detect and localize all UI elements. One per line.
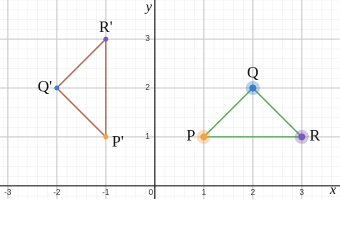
triangle	[201, 86, 304, 138]
x-axis-label: x	[329, 183, 337, 198]
point-label: R	[309, 128, 320, 145]
x-tick-label: -2	[53, 188, 61, 197]
point	[103, 134, 109, 140]
point-label: P'	[112, 134, 124, 151]
y-tick-label: 3	[145, 34, 150, 43]
y-tick-label: 2	[145, 83, 150, 92]
point-label: R'	[99, 19, 113, 36]
x-tick-label: 2	[251, 188, 256, 197]
point-label: P	[186, 128, 195, 145]
point	[200, 133, 208, 141]
point-label: Q'	[38, 79, 53, 96]
point	[298, 133, 306, 141]
chart: -3 -2 -1 0 1 2 3 1 2 3 x y P' Q' R' P Q R	[0, 0, 340, 199]
y-tick-label: 1	[145, 132, 150, 141]
x-tick-label: -3	[4, 188, 12, 197]
x-tick-label: 0	[149, 188, 154, 197]
x-tick-label: 1	[202, 188, 207, 197]
point	[54, 85, 60, 91]
minor-grid	[0, 0, 340, 199]
x-tick-label: -1	[102, 188, 110, 197]
point	[249, 84, 257, 92]
point-label: Q	[247, 65, 259, 82]
y-axis-label: y	[144, 0, 153, 15]
triangle	[55, 37, 107, 139]
x-tick-label: 3	[300, 188, 305, 197]
point	[103, 36, 109, 42]
